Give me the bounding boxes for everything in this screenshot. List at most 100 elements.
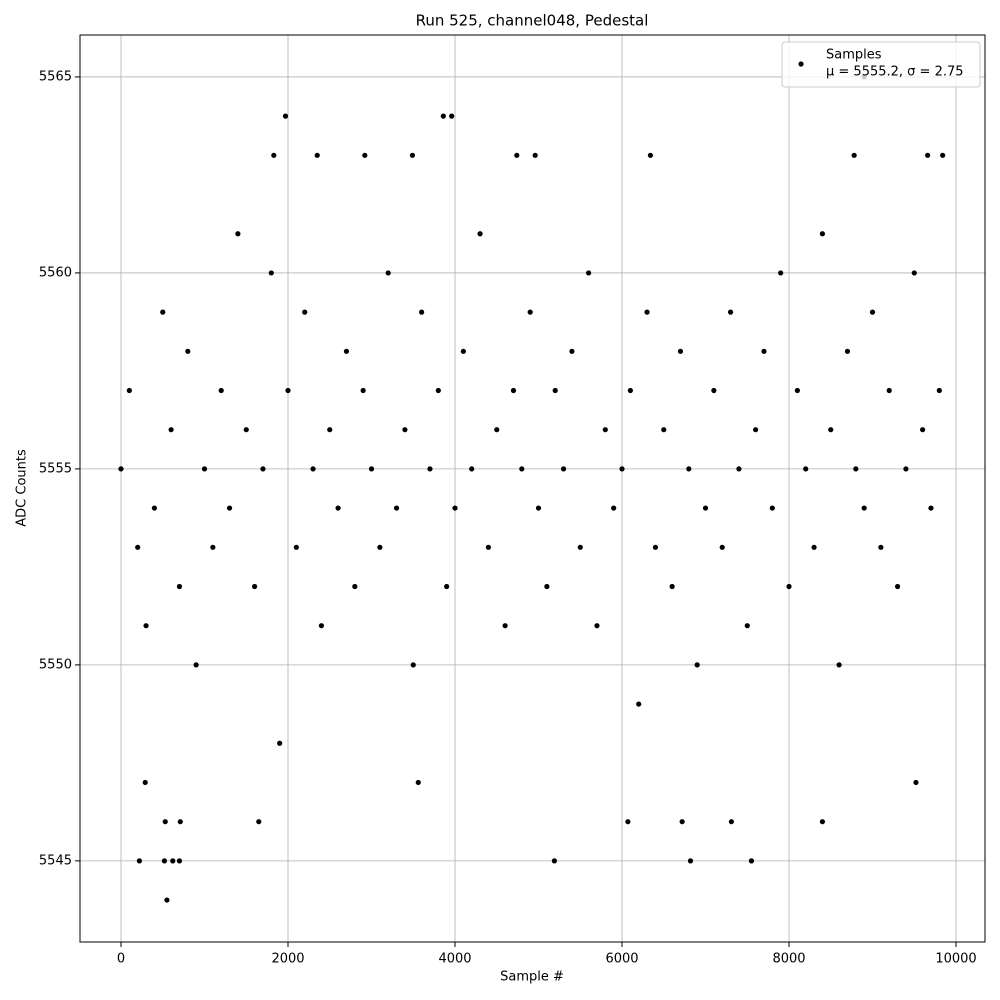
point: [928, 505, 934, 511]
x-tick-label: 10000: [935, 952, 976, 967]
point: [625, 819, 631, 825]
point: [126, 387, 132, 394]
point: [719, 544, 725, 550]
point: [201, 466, 208, 472]
point: [535, 505, 542, 511]
point: [551, 858, 557, 864]
point: [861, 505, 867, 511]
point: [786, 583, 792, 590]
point: [385, 270, 391, 276]
point: [176, 858, 183, 864]
point: [560, 466, 567, 472]
y-tick-label: 5545: [39, 853, 72, 868]
point: [452, 505, 458, 511]
point: [602, 427, 608, 433]
point: [168, 427, 174, 433]
point: [277, 740, 283, 746]
legend-stats: μ = 5555.2, σ = 2.75: [826, 65, 964, 80]
point: [243, 427, 249, 433]
point: [647, 152, 654, 158]
point: [118, 466, 124, 472]
point: [285, 387, 291, 394]
point: [636, 701, 642, 707]
point: [828, 427, 834, 433]
point: [256, 819, 262, 825]
x-tick-label: 8000: [772, 952, 805, 967]
point: [627, 387, 633, 394]
point: [435, 387, 441, 394]
axes-frame: [79, 34, 986, 943]
point: [687, 858, 694, 864]
point: [409, 152, 416, 158]
point: [679, 819, 685, 825]
x-tick-label: 0: [117, 952, 125, 967]
point: [170, 858, 176, 864]
point: [836, 662, 842, 668]
point: [440, 113, 446, 119]
point: [803, 466, 809, 472]
point: [343, 348, 350, 354]
x-tick-label: 2000: [271, 952, 304, 967]
point: [853, 466, 859, 472]
point: [444, 583, 450, 590]
point: [193, 662, 199, 668]
point: [210, 544, 216, 550]
point: [694, 662, 700, 668]
point: [569, 348, 575, 354]
point: [162, 819, 168, 825]
point: [753, 427, 759, 433]
point: [151, 505, 158, 511]
point: [415, 779, 421, 786]
point: [362, 152, 368, 158]
point: [532, 152, 538, 158]
point: [293, 544, 299, 550]
x-axis-label: Sample #: [500, 970, 564, 985]
point: [644, 309, 650, 315]
y-tick-label: 5555: [39, 461, 72, 476]
point: [514, 152, 520, 158]
point: [235, 231, 241, 237]
point: [552, 387, 558, 394]
point: [903, 466, 909, 472]
point: [226, 505, 233, 511]
point: [469, 466, 475, 472]
point: [176, 583, 183, 590]
point: [727, 309, 734, 315]
point: [844, 348, 851, 354]
point: [368, 466, 375, 472]
point: [427, 466, 433, 472]
point: [940, 152, 946, 158]
point: [913, 779, 919, 786]
point: [335, 505, 341, 511]
point: [619, 466, 625, 472]
legend-marker: [798, 61, 804, 67]
point: [393, 505, 400, 511]
point: [485, 544, 492, 550]
y-axis-label: ADC Counts: [15, 449, 30, 527]
point: [494, 427, 500, 433]
point: [360, 387, 366, 394]
point: [851, 152, 857, 158]
point: [769, 505, 775, 511]
point: [819, 819, 826, 825]
point: [577, 544, 583, 550]
point: [164, 897, 170, 903]
point: [460, 348, 466, 354]
y-tick-label: 5560: [39, 265, 72, 280]
point: [794, 387, 800, 394]
point: [419, 309, 425, 315]
legend-label: Samples: [826, 48, 882, 63]
point: [925, 152, 931, 158]
y-tick-label: 5550: [39, 657, 72, 672]
point: [410, 662, 416, 668]
point: [314, 152, 320, 158]
point: [510, 387, 517, 394]
point: [502, 623, 508, 629]
point: [271, 152, 277, 158]
point: [878, 544, 884, 550]
point: [310, 466, 316, 472]
point: [744, 623, 750, 629]
point: [177, 819, 183, 825]
point: [377, 544, 383, 550]
